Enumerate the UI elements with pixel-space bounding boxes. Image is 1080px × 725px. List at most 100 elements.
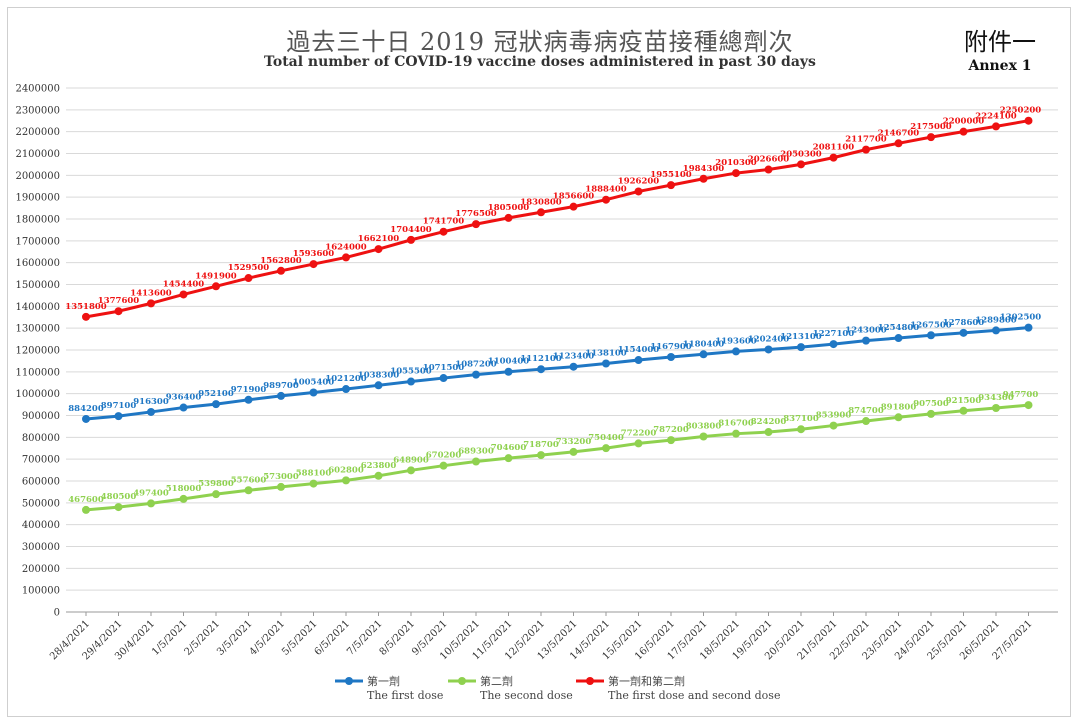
data-point-2 bbox=[114, 503, 123, 512]
data-label-1: 1071500 bbox=[423, 363, 464, 373]
legend-label-zh: 第一劑和第二劑 bbox=[608, 674, 685, 688]
data-point-3 bbox=[179, 290, 188, 299]
data-point-1 bbox=[667, 353, 675, 362]
y-tick-label: 2400000 bbox=[15, 84, 60, 95]
data-label-3: 1805000 bbox=[488, 203, 529, 213]
data-point-2 bbox=[732, 429, 740, 438]
data-label-2: 816700 bbox=[718, 419, 754, 429]
data-label-2: 670200 bbox=[426, 451, 462, 461]
data-point-1 bbox=[114, 412, 123, 421]
data-point-1 bbox=[862, 336, 870, 345]
data-label-3: 1888400 bbox=[585, 185, 626, 195]
data-label-1: 1112100 bbox=[520, 354, 561, 364]
data-point-3 bbox=[439, 227, 448, 236]
legend-label-en: The first dose and second dose bbox=[608, 689, 780, 702]
chart-frame bbox=[7, 7, 1071, 717]
data-label-2: 602800 bbox=[328, 465, 364, 475]
data-point-3 bbox=[342, 253, 350, 262]
legend-label-en: The first dose bbox=[367, 689, 443, 702]
data-point-3 bbox=[602, 195, 610, 204]
y-tick-label: 1700000 bbox=[15, 236, 60, 247]
y-tick-label: 1400000 bbox=[15, 302, 60, 313]
data-point-2 bbox=[342, 476, 350, 485]
data-point-2 bbox=[602, 444, 610, 453]
data-point-2 bbox=[537, 451, 545, 460]
data-label-2: 689300 bbox=[458, 447, 494, 457]
legend-label-zh: 第一劑 bbox=[367, 674, 400, 688]
data-point-3 bbox=[277, 266, 285, 275]
data-point-2 bbox=[829, 421, 838, 430]
data-point-1 bbox=[472, 370, 480, 379]
y-tick-label: 1100000 bbox=[15, 367, 60, 378]
data-label-1: 1138100 bbox=[585, 349, 626, 359]
data-label-2: 934300 bbox=[978, 393, 1014, 403]
data-point-3 bbox=[114, 307, 123, 316]
data-point-1 bbox=[699, 350, 708, 359]
data-label-3: 2026600 bbox=[748, 155, 789, 165]
data-point-3 bbox=[927, 133, 935, 142]
data-label-3: 1491900 bbox=[195, 271, 236, 281]
y-tick-label: 1300000 bbox=[15, 324, 60, 335]
y-tick-label: 0 bbox=[54, 608, 60, 619]
data-point-1 bbox=[537, 365, 545, 374]
y-tick-label: 1900000 bbox=[15, 193, 60, 204]
y-tick-label: 300000 bbox=[22, 542, 60, 553]
data-point-1 bbox=[797, 343, 805, 352]
data-label-2: 588100 bbox=[296, 469, 332, 479]
data-point-1 bbox=[764, 345, 773, 354]
data-label-3: 1377600 bbox=[98, 296, 139, 306]
data-point-3 bbox=[407, 235, 415, 244]
series-line-3 bbox=[85, 119, 1029, 319]
data-point-1 bbox=[407, 377, 415, 386]
data-point-3 bbox=[862, 145, 870, 154]
data-label-1: 952100 bbox=[198, 389, 234, 399]
data-point-2 bbox=[894, 413, 903, 422]
data-label-3: 1529500 bbox=[228, 263, 269, 273]
data-point-1 bbox=[894, 334, 903, 343]
data-point-2 bbox=[959, 406, 968, 415]
data-label-1: 1005400 bbox=[293, 377, 334, 387]
data-label-2: 704600 bbox=[491, 443, 527, 453]
data-point-3 bbox=[244, 274, 253, 283]
y-tick-label: 500000 bbox=[22, 498, 60, 509]
data-label-1: 1055500 bbox=[390, 367, 431, 377]
data-point-3 bbox=[634, 187, 643, 196]
data-label-2: 648900 bbox=[393, 455, 429, 465]
data-label-1: 1302500 bbox=[1000, 313, 1041, 323]
data-label-1: 971900 bbox=[231, 385, 267, 395]
data-point-1 bbox=[439, 374, 448, 383]
data-label-3: 1984300 bbox=[683, 164, 724, 174]
data-point-2 bbox=[504, 454, 513, 463]
data-point-1 bbox=[1024, 323, 1033, 332]
legend-label-en: The second dose bbox=[480, 689, 573, 702]
data-label-2: 750400 bbox=[588, 433, 624, 443]
data-point-2 bbox=[862, 417, 870, 426]
data-point-1 bbox=[342, 385, 350, 394]
y-tick-label: 1800000 bbox=[15, 215, 60, 226]
data-label-1: 1087200 bbox=[455, 360, 496, 370]
data-point-1 bbox=[504, 367, 513, 376]
data-point-1 bbox=[277, 391, 285, 400]
data-label-3: 1704400 bbox=[390, 225, 431, 235]
data-label-3: 2010300 bbox=[715, 158, 756, 168]
data-label-2: 718700 bbox=[523, 440, 559, 450]
y-tick-label: 1000000 bbox=[15, 389, 60, 400]
data-point-3 bbox=[374, 245, 383, 254]
y-tick-label: 900000 bbox=[22, 411, 60, 422]
data-label-2: 623800 bbox=[361, 461, 397, 471]
data-label-2: 907500 bbox=[913, 399, 949, 409]
data-point-1 bbox=[602, 359, 610, 368]
data-point-1 bbox=[309, 388, 318, 397]
data-label-3: 1454400 bbox=[163, 279, 204, 289]
data-point-2 bbox=[927, 409, 935, 418]
data-point-2 bbox=[407, 466, 415, 475]
data-point-2 bbox=[244, 486, 253, 495]
data-point-1 bbox=[992, 326, 1000, 335]
data-point-2 bbox=[764, 428, 773, 437]
series-line-2 bbox=[85, 403, 1029, 512]
data-point-2 bbox=[569, 447, 578, 456]
y-tick-label: 600000 bbox=[22, 477, 60, 488]
data-label-3: 2081100 bbox=[813, 143, 854, 153]
data-label-3: 1830800 bbox=[520, 197, 561, 207]
y-tick-label: 2300000 bbox=[15, 105, 60, 116]
